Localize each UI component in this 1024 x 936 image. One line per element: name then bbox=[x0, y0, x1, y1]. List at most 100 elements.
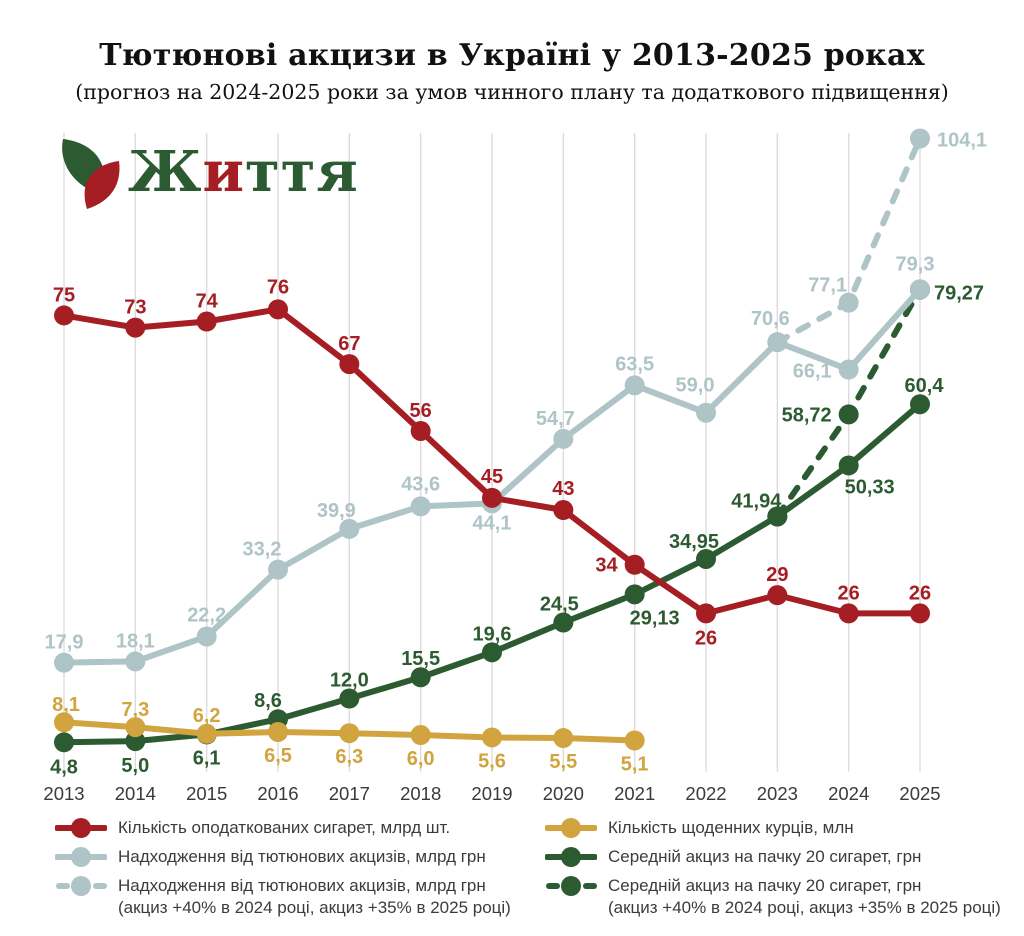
data-label-excise: 15,5 bbox=[401, 648, 440, 670]
data-label-cigarettes: 26 bbox=[909, 582, 931, 604]
data-point-revenue bbox=[838, 359, 859, 380]
data-point-revenue bbox=[624, 375, 645, 396]
data-point-excise bbox=[624, 584, 645, 605]
legend-item: Кількість щоденних курців, млн bbox=[545, 817, 1015, 839]
data-point-revenue bbox=[196, 626, 217, 647]
logo: Життя bbox=[56, 132, 359, 216]
data-label-cigarettes: 29 bbox=[766, 564, 788, 586]
logo-text-part: и bbox=[202, 139, 246, 205]
data-label-smokers: 6,5 bbox=[264, 745, 292, 767]
data-label-revenue: 22,2 bbox=[187, 605, 226, 627]
data-label-revenue: 18,1 bbox=[116, 630, 155, 652]
data-label-excise: 19,6 bbox=[473, 623, 512, 645]
data-point-revenue bbox=[767, 332, 788, 353]
data-label-revenue: 39,9 bbox=[317, 500, 356, 522]
data-point-cigarettes bbox=[838, 603, 859, 624]
data-point-cigarettes bbox=[196, 311, 217, 332]
data-label-excise: 34,95 bbox=[669, 531, 719, 553]
legend-label-line2: (акциз +40% в 2024 році, акциз +35% в 20… bbox=[118, 897, 511, 917]
data-label-revenue: 79,3 bbox=[896, 253, 935, 275]
legend-item: Надходження від тютюнових акцизів, млрд … bbox=[55, 875, 525, 918]
data-point-cigarettes bbox=[767, 585, 788, 606]
data-point-excise bbox=[767, 506, 788, 527]
data-point-smokers bbox=[196, 723, 217, 744]
data-label-cigarettes: 26 bbox=[838, 582, 860, 604]
legend-item: Середній акциз на пачку 20 сигарет, грн bbox=[545, 846, 1015, 868]
data-point-revenue bbox=[54, 652, 74, 673]
data-point-revenue bbox=[910, 279, 930, 300]
logo-text-part: ття bbox=[245, 139, 359, 205]
data-label-cigarettes: 73 bbox=[124, 297, 146, 319]
legend-label-line1: Кількість щоденних курців, млн bbox=[608, 818, 854, 837]
data-label-revenue: 33,2 bbox=[243, 539, 282, 561]
data-label-cigarettes: 45 bbox=[481, 466, 503, 488]
data-point-cigarettes bbox=[410, 420, 431, 441]
x-axis-year-label: 2013 bbox=[43, 783, 84, 804]
legend-label-line1: Кількість оподаткованих сигарет, млрд шт… bbox=[118, 818, 451, 837]
data-point-cigarettes bbox=[910, 603, 930, 624]
data-label-revenue: 43,6 bbox=[401, 473, 440, 495]
data-label-cigarettes: 56 bbox=[410, 400, 432, 422]
legend-label-line1: Середній акциз на пачку 20 сигарет, грн bbox=[608, 847, 922, 866]
data-label-revenue: 44,1 bbox=[473, 512, 512, 534]
data-point-cigarettes bbox=[339, 354, 360, 375]
data-point-excise bbox=[54, 732, 74, 753]
x-axis-year-label: 2016 bbox=[257, 783, 298, 804]
x-axis-year-label: 2020 bbox=[543, 783, 584, 804]
data-label-excise: 8,6 bbox=[254, 690, 282, 712]
data-label-excise: 5,0 bbox=[121, 755, 149, 777]
data-point-revenue bbox=[268, 559, 288, 580]
data-point-cigarettes bbox=[482, 487, 502, 508]
data-label-revenue-forecast: 104,1 bbox=[937, 129, 987, 151]
data-point-smokers bbox=[624, 730, 645, 751]
x-axis-year-label: 2015 bbox=[186, 783, 227, 804]
legend-label-line2: (акциз +40% в 2024 році, акциз +35% в 20… bbox=[608, 897, 1001, 917]
data-point-cigarettes bbox=[553, 500, 574, 521]
data-point-excise bbox=[125, 731, 146, 752]
data-label-excise: 41,94 bbox=[731, 490, 782, 512]
x-axis-year-label: 2019 bbox=[471, 783, 512, 804]
data-point-revenue bbox=[339, 518, 360, 539]
data-point-smokers bbox=[410, 725, 431, 746]
legend-label: Кількість щоденних курців, млн bbox=[608, 817, 854, 839]
leaf-icon bbox=[62, 139, 120, 209]
data-label-revenue: 66,1 bbox=[793, 361, 832, 383]
data-label-excise: 4,8 bbox=[50, 756, 78, 778]
legend-label: Середній акциз на пачку 20 сигарет, грн bbox=[608, 846, 921, 868]
data-label-cigarettes: 74 bbox=[196, 291, 219, 313]
data-point-excise-forecast bbox=[838, 404, 859, 425]
legend-label-line1: Надходження від тютюнових акцизів, млрд … bbox=[118, 876, 486, 895]
data-point-excise bbox=[553, 612, 574, 633]
data-point-cigarettes bbox=[624, 554, 645, 575]
x-axis-year-label: 2022 bbox=[685, 783, 726, 804]
legend-item: Кількість оподаткованих сигарет, млрд шт… bbox=[55, 817, 525, 839]
x-axis-year-label: 2023 bbox=[757, 783, 798, 804]
data-label-excise-forecast: 79,27 bbox=[934, 282, 984, 304]
data-point-smokers bbox=[268, 721, 288, 742]
data-label-revenue: 54,7 bbox=[536, 408, 575, 430]
data-label-smokers: 6,3 bbox=[335, 746, 363, 768]
legend-label: Кількість оподаткованих сигарет, млрд шт… bbox=[118, 817, 450, 839]
data-point-excise bbox=[696, 548, 716, 569]
data-label-cigarettes: 75 bbox=[53, 284, 75, 306]
data-point-revenue bbox=[553, 428, 574, 449]
legend-left-column: Кількість оподаткованих сигарет, млрд шт… bbox=[55, 817, 525, 918]
legend-line-icon bbox=[55, 847, 107, 867]
data-label-revenue: 63,5 bbox=[615, 353, 654, 375]
x-axis-year-label: 2017 bbox=[329, 783, 370, 804]
data-label-excise-forecast: 58,72 bbox=[782, 404, 832, 426]
legend-line-icon bbox=[55, 818, 107, 838]
data-point-smokers bbox=[553, 728, 574, 749]
data-label-smokers: 8,1 bbox=[52, 694, 80, 716]
legend-item: Середній акциз на пачку 20 сигарет, грн (… bbox=[545, 875, 1015, 918]
data-label-revenue: 59,0 bbox=[676, 375, 715, 397]
data-point-smokers bbox=[339, 723, 360, 744]
data-point-excise bbox=[410, 667, 431, 688]
data-label-revenue: 17,9 bbox=[45, 632, 84, 654]
data-label-smokers: 6,2 bbox=[193, 705, 221, 727]
data-point-cigarettes bbox=[268, 299, 288, 320]
data-label-excise: 60,4 bbox=[905, 375, 945, 397]
data-label-excise: 6,1 bbox=[193, 747, 221, 769]
data-label-smokers: 5,1 bbox=[621, 753, 649, 775]
